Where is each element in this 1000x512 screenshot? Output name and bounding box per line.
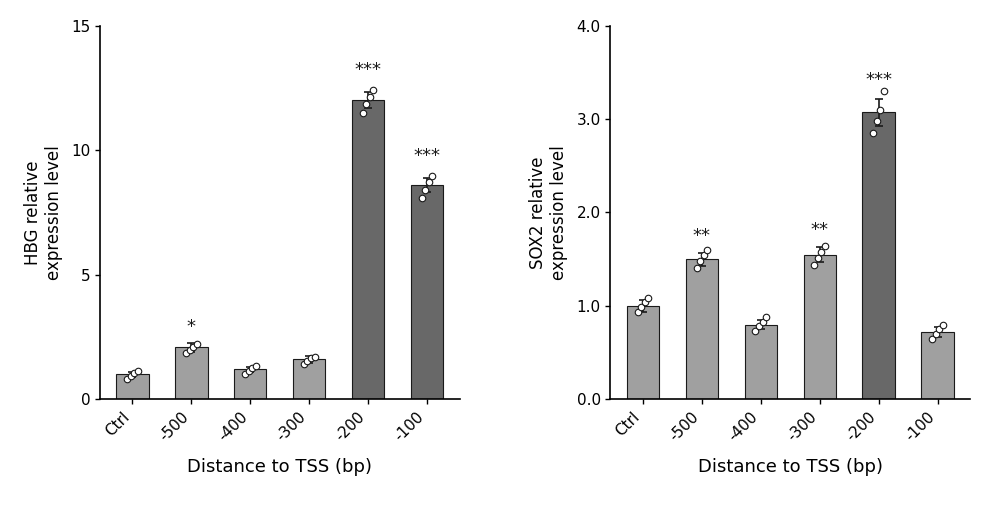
Point (182, 346, 198, 354)
Point (758, 313, 774, 321)
Point (421, 178, 437, 186)
Point (248, 362, 264, 371)
Bar (175, 347, 208, 399)
Point (935, 321, 951, 329)
Point (189, 340, 205, 348)
Bar (921, 332, 954, 399)
Bar (352, 100, 384, 399)
Point (414, 194, 430, 202)
Bar (116, 374, 149, 399)
Point (755, 318, 771, 326)
Point (747, 327, 763, 335)
Bar (804, 254, 836, 399)
Point (869, 117, 885, 125)
Point (355, 109, 371, 117)
Bar (234, 370, 266, 399)
Point (699, 246, 715, 254)
Point (931, 325, 947, 333)
Text: *: * (187, 318, 196, 336)
X-axis label: Distance to TSS (bp): Distance to TSS (bp) (698, 458, 883, 476)
Point (630, 308, 646, 316)
Point (865, 129, 881, 137)
Point (876, 87, 892, 95)
Point (307, 352, 323, 360)
Point (244, 364, 260, 372)
Point (924, 334, 940, 343)
Bar (686, 259, 718, 399)
Point (237, 370, 253, 378)
Point (813, 248, 829, 256)
Text: ***: *** (355, 61, 382, 79)
Point (751, 323, 767, 331)
Point (689, 264, 705, 272)
Point (817, 242, 833, 250)
Point (928, 330, 944, 338)
Point (178, 349, 194, 357)
Point (806, 261, 822, 269)
Text: ***: *** (865, 71, 892, 89)
Text: **: ** (811, 221, 829, 239)
Point (633, 303, 649, 311)
Point (696, 251, 712, 260)
Point (303, 354, 319, 362)
Bar (627, 306, 659, 399)
Point (424, 172, 440, 180)
Text: **: ** (693, 227, 711, 245)
Point (299, 357, 315, 366)
Point (185, 343, 201, 351)
X-axis label: Distance to TSS (bp): Distance to TSS (bp) (187, 458, 372, 476)
Point (365, 86, 381, 94)
Point (810, 254, 826, 262)
Y-axis label: HBG relative
expression level: HBG relative expression level (24, 145, 63, 280)
Point (692, 257, 708, 265)
Y-axis label: SOX2 relative
expression level: SOX2 relative expression level (529, 145, 568, 280)
Point (362, 93, 378, 101)
Bar (411, 185, 443, 399)
Point (119, 375, 135, 383)
Point (123, 372, 139, 380)
Point (640, 294, 656, 303)
Point (358, 100, 374, 108)
Point (130, 367, 146, 375)
Bar (862, 113, 895, 399)
Point (241, 367, 257, 375)
Bar (293, 359, 325, 399)
Bar (745, 325, 777, 399)
Text: ***: *** (414, 146, 441, 165)
Point (417, 185, 433, 194)
Point (126, 369, 142, 377)
Point (637, 298, 653, 306)
Point (296, 360, 312, 368)
Point (872, 105, 888, 114)
